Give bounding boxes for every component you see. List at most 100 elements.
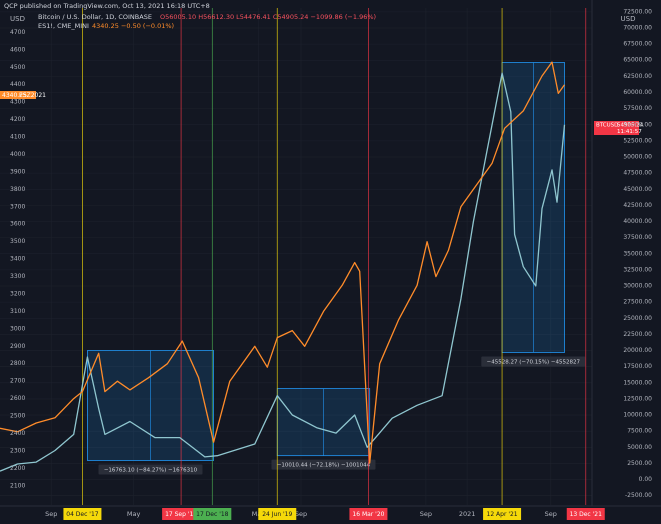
measure-label: −16763.10 (−84.27%) −1676310: [104, 467, 198, 473]
y2-tick-label: 27500.00: [623, 299, 652, 306]
x-tick-label: Sep: [295, 510, 307, 518]
y2-tick-label: 52500.00: [623, 137, 652, 144]
y2-tick-label: 25000.00: [623, 315, 652, 322]
right-badge-time: 11:41:57: [617, 129, 642, 135]
event-label-bg: [258, 508, 297, 520]
y-tick-label: 3600: [10, 221, 25, 228]
event-label-bg: [349, 508, 388, 520]
y-tick-label: 2500: [10, 413, 25, 420]
event-label-bg: [483, 508, 522, 520]
legend-es-quote: 4340.25 −0.50 (−0.01%): [92, 22, 174, 30]
y-tick-label: 3100: [10, 308, 25, 315]
y2-tick-label: 55000.00: [623, 121, 652, 128]
y2-tick-label: 0.00: [639, 476, 653, 483]
event-label-bg: [162, 508, 201, 520]
y2-tick-label: 37500.00: [623, 234, 652, 241]
y-tick-label: 3300: [10, 273, 25, 280]
measure-label: −10010.44 (−72.18%) −1001044: [277, 463, 371, 469]
left-badge-price: 4340.25: [2, 92, 27, 99]
event-label-bg: [566, 508, 605, 520]
y-tick-label: 2300: [10, 447, 25, 454]
y-tick-label: 3700: [10, 203, 25, 210]
y-tick-label: 4200: [10, 116, 25, 123]
y-tick-label: 2800: [10, 360, 25, 367]
event-label: 16 Mar '20: [352, 511, 384, 518]
event-label-bg: [193, 508, 232, 520]
event-label: 24 Jun '19: [262, 511, 292, 518]
x-tick-label: May: [127, 510, 141, 518]
y2-tick-label: 30000.00: [623, 283, 652, 290]
y-tick-label: 2100: [10, 482, 25, 489]
event-label: 13 Dec '21: [570, 511, 603, 518]
x-tick-label: 2021: [459, 510, 476, 518]
x-tick-label: Sep: [545, 510, 557, 518]
y-tick-label: 2400: [10, 430, 25, 437]
y-tick-label: 4700: [10, 29, 25, 36]
y2-tick-label: 40000.00: [623, 218, 652, 225]
y-tick-label: 2900: [10, 343, 25, 350]
plot: −16763.10 (−84.27%) −1676310 −10010.44 (−…: [0, 8, 592, 505]
y2-tick-label: 42500.00: [623, 202, 652, 209]
y-tick-label: 3900: [10, 168, 25, 175]
right-axis-panel: [592, 0, 661, 524]
legend-btc-ohlc: O56005.10 H56612.30 L54476.41 C54905.24 …: [160, 13, 376, 21]
left-badge-symbol: ESZ2021: [19, 92, 46, 99]
y2-tick-label: 70000.00: [623, 24, 652, 31]
y-tick-label: 4100: [10, 134, 25, 141]
y-tick-label: 2700: [10, 378, 25, 385]
y2-tick-label: 50000.00: [623, 154, 652, 161]
measure-label-bg: [481, 356, 586, 367]
y2-tick-label: 62500.00: [623, 73, 652, 80]
y2-tick-label: 47500.00: [623, 170, 652, 177]
y2-tick-label: 7500.00: [627, 428, 652, 435]
left-unit: USD: [10, 15, 25, 23]
y2-tick-label: 12500.00: [623, 395, 652, 402]
event-label: 17 Dec '18: [196, 511, 229, 518]
y2-tick-label: 5000.00: [627, 444, 652, 451]
y-tick-label: 2600: [10, 395, 25, 402]
y-tick-label: 4400: [10, 81, 25, 88]
y-tick-label: 4600: [10, 46, 25, 53]
measure-label: −45528.27 (−70.15%) −4552827: [487, 359, 581, 365]
y-tick-label: 3200: [10, 290, 25, 297]
event-label: 04 Dec '17: [66, 511, 99, 518]
right-unit: USD: [621, 15, 636, 23]
series-line: [0, 61, 566, 464]
x-tick-label: Sep: [420, 510, 432, 518]
publisher: QCP published on TradingView.com, Oct 13…: [4, 2, 210, 10]
y2-tick-label: 10000.00: [623, 412, 652, 419]
y-tick-label: 2200: [10, 465, 25, 472]
y2-tick-label: 60000.00: [623, 89, 652, 96]
y2-tick-label: 72500.00: [623, 8, 652, 15]
y2-tick-label: 45000.00: [623, 186, 652, 193]
x-tick-label: Sep: [45, 510, 57, 518]
y-tick-label: 3800: [10, 186, 25, 193]
y-tick-label: 4300: [10, 99, 25, 106]
y2-tick-label: 15000.00: [623, 379, 652, 386]
left-badge: [0, 91, 36, 99]
y2-tick-label: 22500.00: [623, 331, 652, 338]
y-tick-label: 3400: [10, 256, 25, 263]
y-tick-label: 4000: [10, 151, 25, 158]
y2-tick-label: 35000.00: [623, 250, 652, 257]
y2-tick-label: 32500.00: [623, 266, 652, 273]
y-tick-label: 4500: [10, 64, 25, 71]
measure-label-bg: [271, 459, 376, 470]
y-tick-label: 3000: [10, 325, 25, 332]
legend-es: ES1!, CME_MINI: [38, 22, 89, 30]
y2-tick-label: 57500.00: [623, 105, 652, 112]
measure-label-bg: [98, 464, 203, 475]
right-badge: [594, 121, 639, 135]
event-label: 12 Apr '21: [487, 511, 518, 518]
series-line: [0, 72, 566, 472]
y2-tick-label: 67500.00: [623, 41, 652, 48]
legend-btc: Bitcoin / U.S. Dollar, 1D, COINBASE: [38, 13, 152, 21]
right-badge-symbol: BTCUSD: [596, 123, 618, 129]
y2-tick-label: 2500.00: [627, 460, 652, 467]
y2-tick-label: 20000.00: [623, 347, 652, 354]
y2-tick-label: 65000.00: [623, 57, 652, 64]
y2-tick-label: 17500.00: [623, 363, 652, 370]
right-badge-price: 54905.24: [617, 123, 644, 129]
y2-tick-label: -2500.00: [625, 492, 652, 499]
